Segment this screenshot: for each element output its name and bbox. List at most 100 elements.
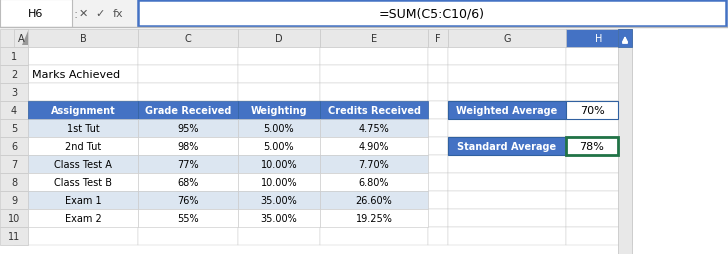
Text: Class Test B: Class Test B bbox=[54, 177, 112, 187]
Bar bbox=[238, 209, 320, 227]
Text: Credits Received: Credits Received bbox=[328, 106, 421, 116]
Bar bbox=[320, 48, 428, 66]
Bar bbox=[14, 155, 28, 173]
Bar bbox=[138, 120, 238, 137]
Bar bbox=[428, 137, 448, 155]
Bar bbox=[28, 102, 138, 120]
Bar bbox=[566, 137, 632, 155]
Text: 4.90%: 4.90% bbox=[359, 141, 389, 151]
Text: 68%: 68% bbox=[178, 177, 199, 187]
Bar bbox=[238, 66, 320, 84]
Bar bbox=[238, 227, 320, 245]
Text: G: G bbox=[503, 34, 511, 44]
Bar bbox=[238, 120, 320, 137]
Bar bbox=[428, 209, 448, 227]
Bar bbox=[0, 155, 28, 173]
Bar bbox=[566, 84, 632, 102]
Bar bbox=[138, 209, 238, 227]
Bar bbox=[138, 209, 238, 227]
Bar bbox=[28, 102, 138, 120]
Text: 78%: 78% bbox=[579, 141, 604, 151]
Bar bbox=[238, 155, 320, 173]
Bar bbox=[566, 155, 632, 173]
Bar bbox=[428, 84, 448, 102]
Bar bbox=[448, 209, 566, 227]
Bar bbox=[0, 30, 28, 48]
Bar bbox=[28, 191, 138, 209]
Bar bbox=[448, 48, 566, 66]
Bar bbox=[566, 137, 618, 155]
Text: ✓: ✓ bbox=[95, 9, 105, 19]
Bar bbox=[238, 173, 320, 191]
Bar bbox=[0, 0, 72, 28]
Bar bbox=[28, 66, 138, 84]
Bar bbox=[566, 173, 632, 191]
Text: Standard Average: Standard Average bbox=[457, 141, 557, 151]
Bar bbox=[320, 102, 428, 120]
Bar bbox=[320, 173, 428, 191]
Bar bbox=[428, 227, 448, 245]
Bar bbox=[138, 102, 238, 120]
Bar bbox=[28, 137, 138, 155]
Bar bbox=[566, 191, 632, 209]
Text: Exam 2: Exam 2 bbox=[65, 213, 101, 223]
Bar bbox=[320, 209, 428, 227]
Bar bbox=[566, 102, 618, 120]
Bar bbox=[138, 155, 238, 173]
Bar bbox=[0, 191, 28, 209]
Bar bbox=[14, 137, 28, 155]
Bar bbox=[566, 66, 632, 84]
Text: 70%: 70% bbox=[579, 106, 604, 116]
Text: F: F bbox=[435, 34, 441, 44]
Bar bbox=[428, 173, 448, 191]
Bar bbox=[566, 102, 632, 120]
Bar bbox=[566, 48, 632, 66]
Bar bbox=[320, 173, 428, 191]
Bar bbox=[448, 84, 566, 102]
Bar bbox=[428, 66, 448, 84]
Text: H: H bbox=[596, 34, 603, 44]
Bar bbox=[0, 137, 28, 155]
Bar bbox=[14, 66, 28, 84]
Bar bbox=[448, 173, 566, 191]
Text: 4: 4 bbox=[11, 106, 17, 116]
Text: Weighted Average: Weighted Average bbox=[456, 106, 558, 116]
Text: C: C bbox=[185, 34, 191, 44]
Bar bbox=[320, 155, 428, 173]
Text: 6.80%: 6.80% bbox=[359, 177, 389, 187]
Bar bbox=[428, 120, 448, 137]
Text: 55%: 55% bbox=[177, 213, 199, 223]
Bar bbox=[238, 137, 320, 155]
Text: A: A bbox=[17, 34, 24, 44]
Text: 10: 10 bbox=[8, 213, 20, 223]
Bar bbox=[0, 102, 28, 120]
Text: fx: fx bbox=[113, 9, 123, 19]
Bar bbox=[28, 173, 138, 191]
Text: Exam 1: Exam 1 bbox=[65, 195, 101, 205]
Text: =SUM(C5:C10/6): =SUM(C5:C10/6) bbox=[379, 7, 485, 20]
Text: B: B bbox=[79, 34, 87, 44]
Text: 26.60%: 26.60% bbox=[355, 195, 392, 205]
Bar bbox=[238, 191, 320, 209]
Text: ✕: ✕ bbox=[79, 9, 87, 19]
Bar bbox=[138, 48, 238, 66]
Text: 78%: 78% bbox=[579, 141, 604, 151]
Bar bbox=[138, 120, 238, 137]
Text: 10.00%: 10.00% bbox=[261, 159, 297, 169]
Bar bbox=[428, 102, 448, 120]
Bar bbox=[138, 84, 238, 102]
Bar bbox=[28, 30, 138, 48]
Text: 1st Tut: 1st Tut bbox=[67, 123, 100, 133]
Text: Assignment: Assignment bbox=[51, 106, 115, 116]
Bar bbox=[566, 227, 632, 245]
Bar bbox=[448, 66, 566, 84]
Text: 35.00%: 35.00% bbox=[261, 213, 297, 223]
Bar bbox=[566, 120, 632, 137]
Bar bbox=[448, 137, 566, 155]
Text: 11: 11 bbox=[8, 231, 20, 241]
Bar bbox=[0, 66, 28, 84]
Text: 10.00%: 10.00% bbox=[261, 177, 297, 187]
Bar bbox=[618, 30, 632, 254]
Bar bbox=[0, 209, 28, 227]
Text: 9: 9 bbox=[11, 195, 17, 205]
